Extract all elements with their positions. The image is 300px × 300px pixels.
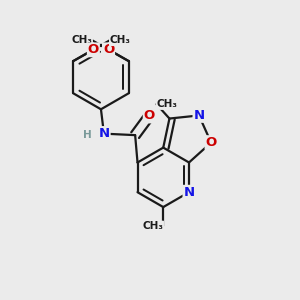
Text: O: O: [144, 109, 155, 122]
Text: H: H: [83, 130, 92, 140]
Text: N: N: [194, 109, 205, 122]
Text: O: O: [144, 109, 155, 122]
Text: O: O: [88, 43, 99, 56]
Text: N: N: [98, 127, 110, 140]
Text: O: O: [206, 136, 217, 149]
Text: N: N: [98, 127, 110, 140]
Text: CH₃: CH₃: [71, 35, 92, 45]
Text: H: H: [83, 130, 92, 140]
Text: CH₃: CH₃: [110, 35, 131, 45]
Text: O: O: [103, 43, 114, 56]
Text: N: N: [183, 186, 195, 199]
Text: CH₃: CH₃: [142, 221, 163, 231]
Text: CH₃: CH₃: [157, 99, 178, 109]
